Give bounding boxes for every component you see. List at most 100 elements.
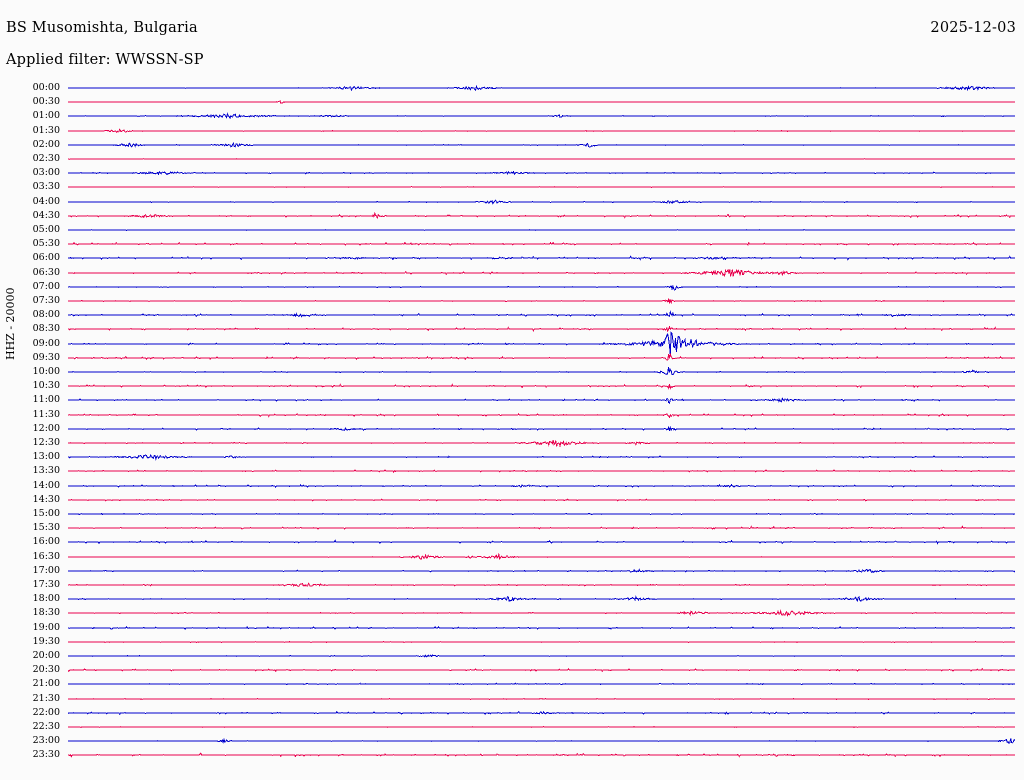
seismic-trace <box>68 180 1015 194</box>
time-label: 01:00 <box>32 110 60 122</box>
seismic-trace <box>68 720 1015 734</box>
trace-row: 10:00 <box>0 365 1024 379</box>
time-label: 08:00 <box>32 309 60 321</box>
seismic-trace <box>68 331 1015 355</box>
seismic-trace <box>68 308 1016 322</box>
time-label: 21:30 <box>32 692 60 704</box>
trace-row: 00:30 <box>0 95 1024 109</box>
seismic-trace <box>67 436 1015 450</box>
trace-row: 02:30 <box>0 152 1024 166</box>
trace-row: 01:00 <box>0 109 1024 123</box>
seismic-trace <box>67 450 1016 464</box>
time-label: 20:30 <box>32 664 60 676</box>
time-label: 03:30 <box>32 181 60 193</box>
seismic-trace <box>67 237 1016 251</box>
time-label: 00:30 <box>32 96 60 108</box>
trace-row: 03:30 <box>0 180 1024 194</box>
seismic-trace <box>68 621 1015 635</box>
time-label: 17:30 <box>32 579 60 590</box>
trace-row: 11:30 <box>0 408 1024 422</box>
trace-row: 04:00 <box>0 195 1024 209</box>
time-label: 22:30 <box>32 721 60 732</box>
time-label: 00:00 <box>32 82 60 93</box>
seismic-trace <box>67 408 1016 422</box>
time-label: 12:30 <box>32 437 60 448</box>
time-label: 22:00 <box>32 706 60 718</box>
time-label: 16:30 <box>32 550 60 562</box>
trace-row: 13:30 <box>0 464 1024 478</box>
seismic-trace <box>68 223 1015 237</box>
seismic-trace <box>67 464 1015 478</box>
applied-filter-label: Applied filter: WWSSN-SP <box>6 52 204 68</box>
time-label: 17:00 <box>32 564 60 576</box>
time-label: 07:00 <box>32 280 60 292</box>
trace-row: 18:30 <box>0 606 1024 620</box>
time-label: 13:30 <box>32 465 60 477</box>
trace-row: 07:30 <box>0 294 1024 308</box>
trace-row: 17:30 <box>0 578 1024 592</box>
seismic-trace <box>68 592 1015 606</box>
seismic-trace <box>67 322 1016 336</box>
time-label: 21:00 <box>32 678 60 690</box>
seismic-trace <box>68 635 1015 649</box>
time-label: 04:30 <box>32 209 60 221</box>
trace-row: 21:00 <box>0 677 1024 691</box>
seismic-trace <box>67 521 1016 535</box>
trace-row: 00:00 <box>0 81 1024 95</box>
trace-row: 22:00 <box>0 706 1024 720</box>
time-label: 01:30 <box>32 124 60 136</box>
seismic-trace <box>68 550 1015 564</box>
trace-row: 22:30 <box>0 720 1024 734</box>
trace-row: 14:00 <box>0 479 1024 493</box>
trace-row: 19:00 <box>0 621 1024 635</box>
trace-row: 12:00 <box>0 422 1024 436</box>
trace-row: 10:30 <box>0 379 1024 393</box>
time-label: 06:30 <box>32 266 60 278</box>
time-label: 09:30 <box>32 351 60 363</box>
time-label: 02:00 <box>32 138 60 150</box>
seismic-trace <box>68 109 1015 123</box>
time-label: 14:00 <box>32 479 60 491</box>
time-label: 15:00 <box>32 508 60 519</box>
seismic-trace <box>68 365 1016 379</box>
trace-row: 01:30 <box>0 124 1024 138</box>
trace-row: 08:30 <box>0 322 1024 336</box>
time-label: 09:00 <box>32 337 60 349</box>
trace-row: 23:00 <box>0 734 1024 748</box>
seismic-trace <box>68 351 1016 365</box>
time-label: 11:30 <box>32 408 60 420</box>
time-label: 14:30 <box>32 493 60 505</box>
trace-row: 05:00 <box>0 223 1024 237</box>
time-label: 08:30 <box>32 323 60 335</box>
seismic-trace <box>68 734 1016 748</box>
seismic-trace <box>68 138 1015 152</box>
trace-row: 07:00 <box>0 280 1024 294</box>
date-label: 2025-12-03 <box>930 20 1016 36</box>
time-label: 06:00 <box>32 252 60 264</box>
time-label: 02:30 <box>32 153 60 164</box>
trace-row: 16:00 <box>0 535 1024 549</box>
seismic-trace <box>67 479 1016 493</box>
trace-row: 02:00 <box>0 138 1024 152</box>
time-label: 12:00 <box>32 422 60 434</box>
seismic-trace <box>67 209 1015 223</box>
trace-row: 03:00 <box>0 166 1024 180</box>
trace-row: 06:00 <box>0 251 1024 265</box>
seismic-trace <box>68 507 1016 521</box>
time-label: 23:30 <box>32 749 60 761</box>
trace-row: 19:30 <box>0 635 1024 649</box>
trace-row: 12:30 <box>0 436 1024 450</box>
time-label: 11:00 <box>32 394 60 406</box>
trace-row: 23:30 <box>0 748 1024 762</box>
time-label: 20:00 <box>32 650 60 661</box>
seismic-trace <box>68 692 1015 706</box>
seismic-trace <box>68 564 1016 578</box>
trace-row: 06:30 <box>0 266 1024 280</box>
seismic-trace <box>67 393 1016 407</box>
time-label: 03:00 <box>32 167 60 179</box>
trace-row: 15:30 <box>0 521 1024 535</box>
seismic-trace <box>67 748 1016 762</box>
time-label: 19:00 <box>32 621 60 633</box>
trace-row: 18:00 <box>0 592 1024 606</box>
